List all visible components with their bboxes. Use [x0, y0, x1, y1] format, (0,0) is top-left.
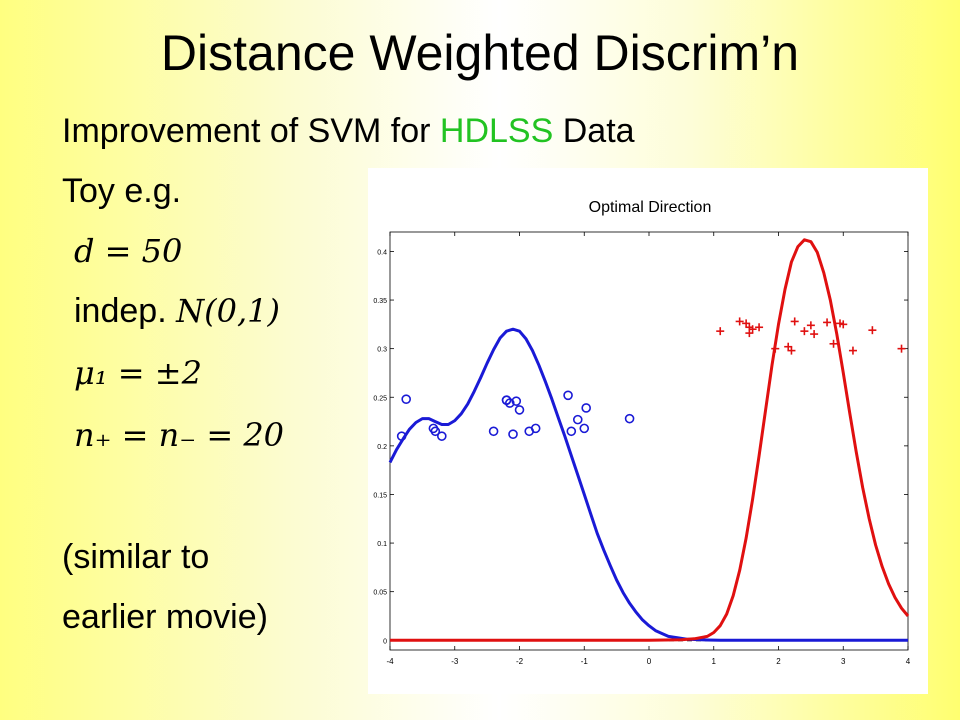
toy-example: Toy e.g.: [62, 172, 182, 210]
x-tick-label: 1: [712, 657, 717, 666]
sample-size-line: n₊ = n₋ = 20: [74, 416, 285, 454]
plot-panel: Optimal Direction -4 -3 -2 -1 0 1 2 3 4 0 0.05 0.1 0…: [368, 168, 928, 694]
data-point-circle: [401, 394, 411, 404]
data-point-circle: [430, 426, 441, 437]
x-tick-label: 2: [776, 657, 781, 666]
x-tick-label: 3: [841, 657, 846, 666]
data-point-plus: [790, 317, 799, 326]
data-point-plus: [806, 321, 815, 330]
subtitle: Improvement of SVM for HDLSS Data: [62, 112, 635, 151]
data-point-circle: [396, 431, 407, 441]
x-tick-label: -1: [581, 657, 589, 666]
optimal-direction-chart: Optimal Direction -4 -3 -2 -1 0 1 2 3 4 0 0.05 0.1 0…: [373, 199, 911, 666]
x-tick-label: 0: [647, 657, 652, 666]
data-point-circle: [437, 431, 447, 441]
data-point-plus: [771, 344, 780, 353]
chart-title: Optimal Direction: [589, 199, 712, 216]
subtitle-highlight: HDLSS: [439, 112, 554, 150]
y-tick-label: 0.05: [373, 590, 387, 597]
density-curve-2: [390, 238, 910, 642]
data-point-plus: [839, 320, 848, 329]
y-tick-label: 0.3: [377, 347, 387, 354]
x-tick-label: -2: [516, 657, 524, 666]
data-point-plus: [897, 344, 906, 353]
data-point-plus: [823, 318, 832, 327]
data-point-circle: [566, 426, 577, 437]
data-point-plus: [848, 346, 857, 355]
data-point-circle: [581, 403, 591, 413]
data-point-plus: [716, 327, 725, 336]
slide-title: Distance Weighted Discrim’n: [160, 25, 800, 81]
indep-label: indep.: [74, 292, 177, 330]
data-point-plus: [810, 330, 819, 339]
data-point-circle: [514, 405, 525, 415]
data-point-plus: [800, 327, 809, 336]
data-point-circle: [501, 395, 512, 405]
y-tick-label: 0.25: [373, 395, 387, 402]
data-point-circle: [508, 429, 518, 439]
data-point-circle: [624, 413, 635, 424]
earlier-movie-line: earlier movie): [62, 598, 268, 636]
subtitle-pre: Improvement of SVM for: [62, 112, 440, 150]
y-tick-label: 0.1: [377, 541, 387, 548]
data-point-plus: [735, 317, 744, 326]
data-point-circle: [530, 423, 541, 434]
subtitle-post: Data: [553, 112, 635, 150]
similar-line: (similar to: [62, 538, 210, 576]
data-point-circle: [572, 414, 583, 425]
data-point-plus: [787, 346, 796, 355]
dimension-line: d = 50: [74, 232, 183, 270]
indep-math: N(0,1): [176, 292, 280, 330]
x-tick-label: 4: [906, 657, 911, 666]
y-tick-label: 0.2: [377, 444, 387, 451]
y-tick-label: 0: [383, 638, 387, 645]
data-point-plus: [829, 339, 838, 348]
data-point-plus: [868, 326, 877, 335]
y-tick-label: 0.35: [373, 298, 387, 305]
mean-line: μ₁ = ±2: [74, 354, 202, 392]
data-point-circle: [563, 390, 573, 401]
y-tick-label: 0.4: [377, 249, 387, 256]
data-point-plus: [745, 329, 754, 338]
data-point-circle: [488, 426, 499, 437]
indep-line: indep. N(0,1): [74, 292, 280, 331]
data-point-circle: [511, 396, 522, 406]
x-tick-label: -4: [386, 657, 394, 666]
x-tick-label: -3: [451, 657, 459, 666]
data-point-plus: [755, 323, 764, 332]
plot-frame: [389, 231, 909, 651]
data-point-circle: [579, 423, 590, 434]
y-tick-label: 0.15: [373, 492, 387, 499]
